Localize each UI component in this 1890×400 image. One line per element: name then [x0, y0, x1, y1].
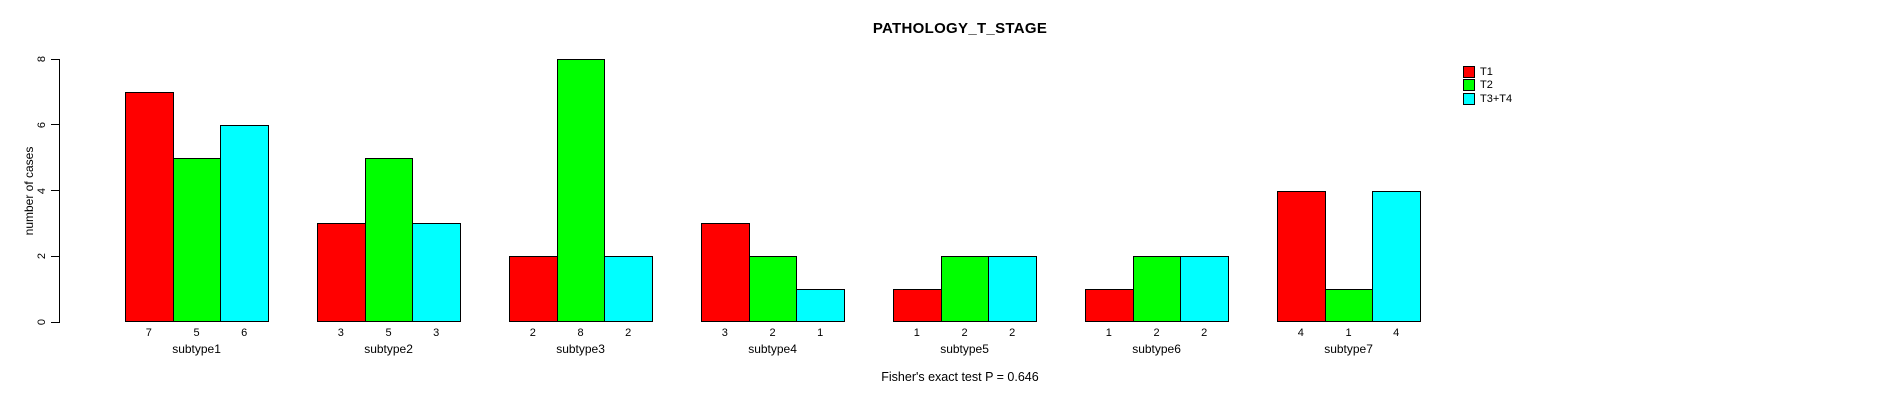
- y-axis-tick: [51, 321, 59, 323]
- legend-swatch-t2: [1463, 79, 1475, 92]
- bar-value-label: 2: [625, 327, 632, 339]
- bar-value-label: 4: [1297, 327, 1304, 339]
- bar-value-label: 1: [913, 327, 920, 339]
- bar-value-label: 1: [1105, 327, 1112, 339]
- legend-label: T3+T4: [1480, 92, 1513, 105]
- bar-t2-subtype6: [1132, 256, 1182, 322]
- y-axis-tick-label: 0: [36, 318, 48, 326]
- legend-swatch-t1: [1463, 65, 1475, 78]
- bar-value-label: 5: [193, 327, 200, 339]
- legend: T1 T2 T3+T4: [1463, 65, 1512, 106]
- bar-value-label: 1: [817, 327, 824, 339]
- bar-t1-subtype2: [317, 223, 366, 322]
- bar-t2-subtype3: [556, 59, 606, 322]
- bar-value-label: 5: [385, 327, 392, 339]
- bar-value-label: 3: [721, 327, 728, 339]
- y-axis-tick: [51, 58, 59, 60]
- category-label: subtype2: [364, 342, 413, 356]
- y-axis-tick: [51, 124, 59, 126]
- bar-t2-subtype2: [364, 157, 414, 322]
- bar-t2-subtype1: [172, 157, 222, 322]
- category-label: subtype7: [1324, 342, 1373, 356]
- bar-value-label: 4: [1393, 327, 1400, 339]
- bar-value-label: 2: [769, 327, 776, 339]
- bar-t3-t4-subtype5: [988, 256, 1038, 322]
- y-axis-tick: [51, 255, 59, 257]
- bar-t2-subtype4: [748, 256, 798, 322]
- y-axis-title: number of cases: [22, 146, 36, 235]
- category-label: subtype3: [556, 342, 605, 356]
- legend-item: T3+T4: [1463, 92, 1512, 106]
- bar-t1-subtype3: [509, 256, 558, 322]
- bar-value-label: 2: [1009, 327, 1016, 339]
- legend-label: T1: [1480, 65, 1493, 78]
- bar-value-label: 1: [1345, 327, 1352, 339]
- bar-value-label: 2: [961, 327, 968, 339]
- bar-value-label: 2: [529, 327, 536, 339]
- bar-t1-subtype6: [1085, 289, 1134, 322]
- bar-t2-subtype7: [1324, 289, 1374, 322]
- chart-title: PATHOLOGY_T_STAGE: [872, 20, 1048, 37]
- legend-label: T2: [1480, 79, 1493, 92]
- bar-t1-subtype7: [1277, 190, 1326, 322]
- category-label: subtype1: [172, 342, 221, 356]
- y-axis-tick-label: 8: [36, 55, 48, 63]
- y-axis-tick-label: 6: [36, 121, 48, 128]
- bar-value-label: 3: [337, 327, 344, 339]
- bar-value-label: 6: [241, 327, 248, 339]
- bar-t1-subtype1: [125, 91, 174, 322]
- bar-value-label: 3: [433, 327, 440, 339]
- bar-value-label: 8: [577, 327, 584, 339]
- bar-t3-t4-subtype6: [1180, 256, 1230, 322]
- legend-item: T1: [1463, 65, 1512, 79]
- fisher-test-caption: Fisher's exact test P = 0.646: [881, 370, 1039, 384]
- category-label: subtype4: [748, 342, 797, 356]
- bar-value-label: 2: [1201, 327, 1208, 339]
- bar-value-label: 7: [145, 327, 152, 339]
- bar-t3-t4-subtype3: [604, 256, 654, 322]
- bar-t3-t4-subtype7: [1372, 190, 1422, 322]
- y-axis-tick-label: 2: [36, 253, 48, 260]
- y-axis-tick-label: 4: [36, 187, 48, 194]
- bar-t2-subtype5: [940, 256, 990, 322]
- bar-t1-subtype4: [701, 223, 750, 322]
- category-label: subtype5: [940, 342, 989, 356]
- y-axis-tick: [51, 190, 59, 191]
- y-axis-line: [59, 59, 60, 323]
- category-label: subtype6: [1132, 342, 1181, 356]
- bar-value-label: 2: [1153, 327, 1160, 339]
- bar-t3-t4-subtype4: [796, 289, 846, 322]
- legend-item: T2: [1463, 79, 1512, 93]
- legend-swatch-t3-t4: [1463, 92, 1475, 105]
- bar-t1-subtype5: [893, 289, 942, 322]
- bar-t3-t4-subtype1: [220, 124, 270, 322]
- bar-t3-t4-subtype2: [412, 223, 462, 322]
